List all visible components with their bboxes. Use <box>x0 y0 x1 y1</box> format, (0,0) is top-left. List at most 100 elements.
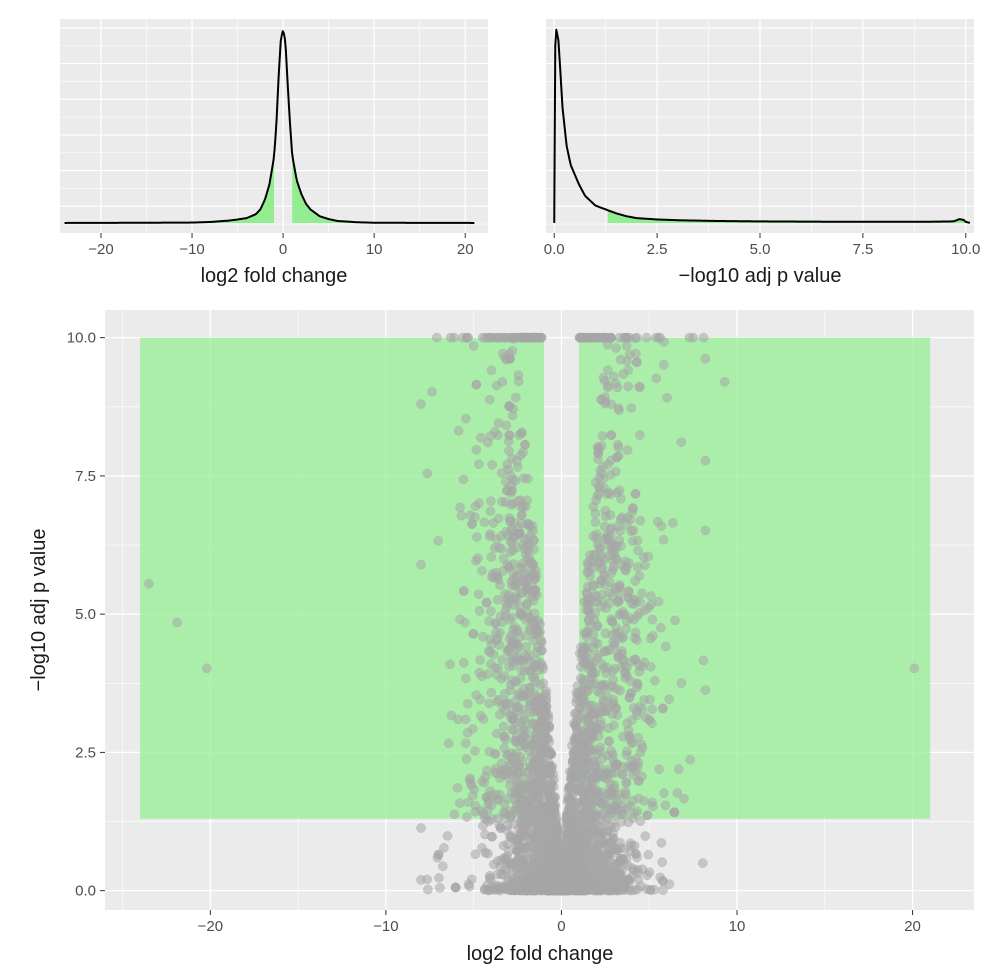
data-point <box>635 597 645 607</box>
data-point <box>700 525 711 536</box>
data-point <box>602 881 613 892</box>
data-point <box>507 612 517 623</box>
volcano-x-axis-title: log2 fold change <box>467 943 614 965</box>
data-point <box>608 564 618 575</box>
data-point <box>515 608 526 619</box>
data-point <box>613 596 624 606</box>
data-point <box>621 777 632 788</box>
data-point <box>597 431 608 441</box>
data-point <box>485 506 496 516</box>
data-point <box>525 762 535 772</box>
data-point <box>455 798 465 808</box>
data-point <box>526 813 537 823</box>
data-point <box>416 875 426 885</box>
data-point <box>587 332 598 343</box>
data-point <box>593 443 604 454</box>
data-point <box>617 769 628 780</box>
data-point <box>471 445 482 455</box>
data-point <box>582 685 593 696</box>
data-point <box>530 789 541 799</box>
volcano-y-axis-title: −log10 adj p value <box>28 529 50 692</box>
data-point <box>615 685 625 696</box>
data-point <box>536 709 546 720</box>
data-point <box>611 343 621 353</box>
data-point <box>523 518 533 529</box>
data-point <box>503 875 513 886</box>
data-point <box>549 806 560 817</box>
data-point <box>575 739 586 750</box>
data-point <box>490 749 501 759</box>
data-point <box>647 704 658 715</box>
data-point <box>571 697 582 708</box>
data-point <box>502 601 512 612</box>
data-point <box>535 619 545 630</box>
data-point <box>460 617 470 628</box>
data-point <box>673 764 684 775</box>
data-point <box>516 510 527 521</box>
data-point <box>427 386 437 397</box>
data-point <box>597 753 608 764</box>
data-point <box>570 720 581 731</box>
data-point <box>571 708 582 718</box>
data-point <box>530 585 541 595</box>
data-point <box>688 332 698 343</box>
data-point <box>589 637 600 648</box>
volcano-plot-panel: −20 −10 0 10 20 0.0 2.5 5.0 7.5 10.0 log2 fold c… <box>28 310 974 965</box>
data-point <box>504 430 515 441</box>
data-point <box>598 473 609 484</box>
data-point <box>613 442 624 453</box>
data-point <box>631 849 641 859</box>
data-point <box>571 823 581 833</box>
y-tick-label: 5.0 <box>75 606 96 623</box>
data-point <box>521 580 531 591</box>
data-point <box>511 676 521 687</box>
data-point <box>416 823 426 833</box>
data-point <box>172 617 182 628</box>
data-point <box>659 337 669 347</box>
data-point <box>484 394 495 405</box>
data-point <box>515 655 526 666</box>
data-point <box>434 873 444 883</box>
data-point <box>463 797 474 807</box>
data-point <box>498 721 509 732</box>
data-point <box>516 588 527 599</box>
data-point <box>620 786 631 797</box>
data-point <box>437 861 448 872</box>
data-point <box>606 399 617 410</box>
data-point <box>685 754 696 765</box>
data-point <box>485 659 496 669</box>
data-point <box>631 357 642 368</box>
data-point <box>475 655 485 665</box>
p-value-density-x-axis-title: −log10 adj p value <box>679 265 842 287</box>
data-point <box>545 879 556 889</box>
data-point <box>620 879 630 890</box>
data-point <box>483 332 494 343</box>
data-point <box>615 354 626 365</box>
data-point <box>623 593 634 603</box>
data-point <box>637 703 648 714</box>
data-point <box>473 589 484 600</box>
x-tick-label: 10.0 <box>951 241 980 258</box>
data-point <box>533 863 544 873</box>
data-point <box>433 536 444 546</box>
x-tick-label: −10 <box>373 918 398 935</box>
data-point <box>468 628 479 639</box>
data-point <box>455 502 465 513</box>
data-point <box>512 462 523 472</box>
data-point <box>601 867 611 878</box>
data-point <box>548 839 559 850</box>
data-point <box>536 645 547 656</box>
data-point <box>494 332 505 343</box>
data-point <box>580 839 591 850</box>
data-point <box>582 801 593 811</box>
data-point <box>478 820 488 831</box>
data-point <box>461 413 471 424</box>
data-point <box>471 555 481 566</box>
data-point <box>616 609 626 620</box>
data-point <box>617 512 627 523</box>
data-point <box>624 692 635 703</box>
data-point <box>493 794 504 805</box>
fold-change-density-panel: −20 −10 0 10 20 log2 fold change <box>60 19 488 287</box>
data-point <box>546 763 557 773</box>
data-point <box>519 473 529 484</box>
